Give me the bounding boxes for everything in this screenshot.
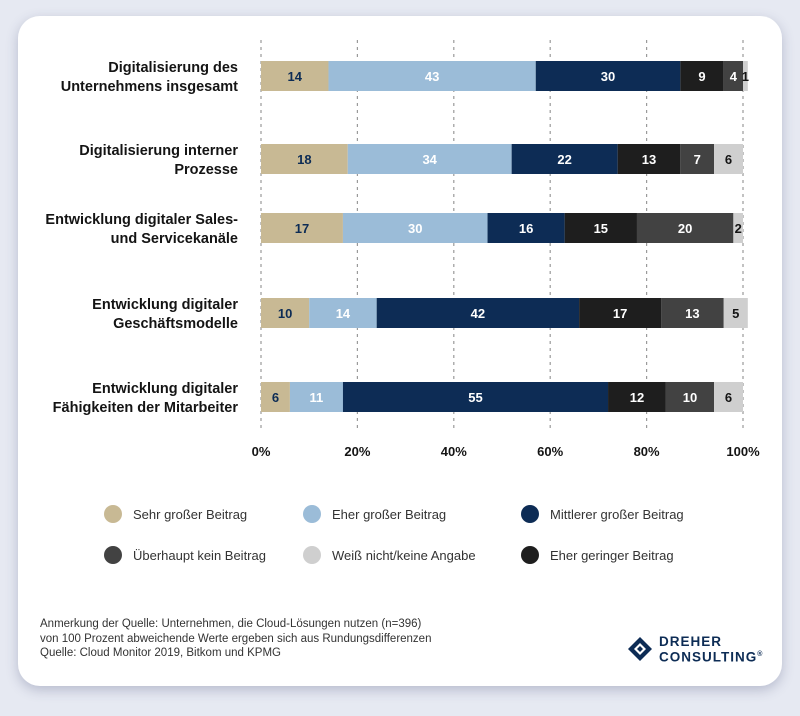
bar-data-label: 17	[613, 306, 627, 321]
bar-segment	[723, 298, 748, 328]
bar-data-label: 1	[742, 69, 749, 84]
bar-data-label: 14	[336, 306, 351, 321]
bar-segment	[636, 213, 734, 243]
source-note-line: Anmerkung der Quelle: Unternehmen, die C…	[40, 618, 422, 630]
bar-segment	[743, 61, 748, 91]
bar-segment	[564, 213, 637, 243]
bar-data-label: 42	[471, 306, 485, 321]
bar-data-label: 2	[735, 221, 742, 236]
chart-card	[18, 16, 782, 686]
bar-segment	[342, 382, 609, 412]
bar-data-label: 6	[272, 390, 279, 405]
bar-data-label: 7	[694, 152, 701, 167]
bar-data-label: 10	[278, 306, 292, 321]
bar-data-label: 22	[557, 152, 571, 167]
x-tick-label: 0%	[252, 444, 271, 459]
bar-data-label: 11	[310, 390, 324, 405]
bar-data-label: 20	[678, 221, 692, 236]
bar-segment	[617, 144, 681, 174]
bar-data-label: 30	[408, 221, 422, 236]
bar-segment	[680, 144, 715, 174]
x-tick-label: 100%	[726, 444, 760, 459]
bar-segment	[309, 298, 377, 328]
category-label: Digitalisierung des Unternehmens insgesam…	[61, 60, 238, 95]
bar-data-label: 43	[425, 69, 439, 84]
category-label: Entwicklung digitaler Fähigkeiten der Mit…	[53, 381, 239, 416]
bar-segment	[261, 61, 329, 91]
bar-segment	[261, 298, 310, 328]
bar-data-label: 6	[725, 390, 732, 405]
logo-line-2: CONSULTING	[659, 649, 758, 665]
bar-segment	[714, 144, 743, 174]
bar-data-label: 5	[732, 306, 739, 321]
logo-text: DREHER CONSULTING®	[659, 635, 763, 664]
bar-data-label: 10	[683, 390, 697, 405]
bar-segment	[665, 382, 715, 412]
bar-segment	[376, 298, 580, 328]
bar-segment	[328, 61, 536, 91]
bar-segment	[342, 213, 488, 243]
bar-segment	[535, 61, 681, 91]
x-tick-label: 20%	[344, 444, 370, 459]
category-label: Digitalisierung interner Prozesse	[79, 143, 238, 178]
source-note: Anmerkung der Quelle: Unternehmen, die C…	[40, 617, 431, 661]
bar-segment	[608, 382, 666, 412]
x-tick-label: 60%	[537, 444, 563, 459]
bar-data-label: 13	[685, 306, 699, 321]
bar-segment	[347, 144, 512, 174]
bar-segment	[733, 213, 743, 243]
source-note-line: von 100 Prozent abweichende Werte ergebe…	[40, 632, 432, 645]
bar-segment	[289, 382, 343, 412]
bar-segment	[579, 298, 662, 328]
x-tick-label: 40%	[441, 444, 467, 459]
bar-data-label: 16	[519, 221, 533, 236]
bar-segment	[261, 213, 343, 243]
bar-data-label: 34	[422, 152, 437, 167]
bar-segment	[714, 382, 743, 412]
dreher-consulting-logo: DREHER CONSULTING®	[627, 635, 763, 664]
bar-data-label: 30	[601, 69, 615, 84]
bar-segment	[680, 61, 724, 91]
bar-data-label: 17	[295, 221, 309, 236]
bar-data-label: 4	[730, 69, 738, 84]
bar-data-label: 6	[725, 152, 732, 167]
bar-data-label: 14	[288, 69, 303, 84]
bar-segment	[661, 298, 724, 328]
bar-segment	[487, 213, 565, 243]
category-label: Entwicklung digitaler Geschäftsmodelle	[92, 297, 238, 332]
bar-data-label: 15	[594, 221, 608, 236]
bar-segment	[261, 382, 290, 412]
logo-diamond-icon	[627, 636, 653, 662]
bar-data-label: 13	[642, 152, 656, 167]
category-label: Entwicklung digitaler Sales-und Servicek…	[45, 212, 238, 247]
bar-segment	[261, 144, 348, 174]
bar-segment	[511, 144, 618, 174]
bar-segment	[723, 61, 743, 91]
bar-data-label: 9	[698, 69, 705, 84]
x-tick-label: 80%	[634, 444, 660, 459]
bar-data-label: 12	[630, 390, 644, 405]
source-note-line: Quelle: Cloud Monitor 2019, Bitkom und K…	[40, 647, 281, 660]
bar-data-label: 18	[297, 152, 311, 167]
bar-data-label: 55	[468, 390, 482, 405]
logo-line-1: DREHER	[659, 634, 723, 649]
registered-mark: ®	[757, 651, 764, 658]
